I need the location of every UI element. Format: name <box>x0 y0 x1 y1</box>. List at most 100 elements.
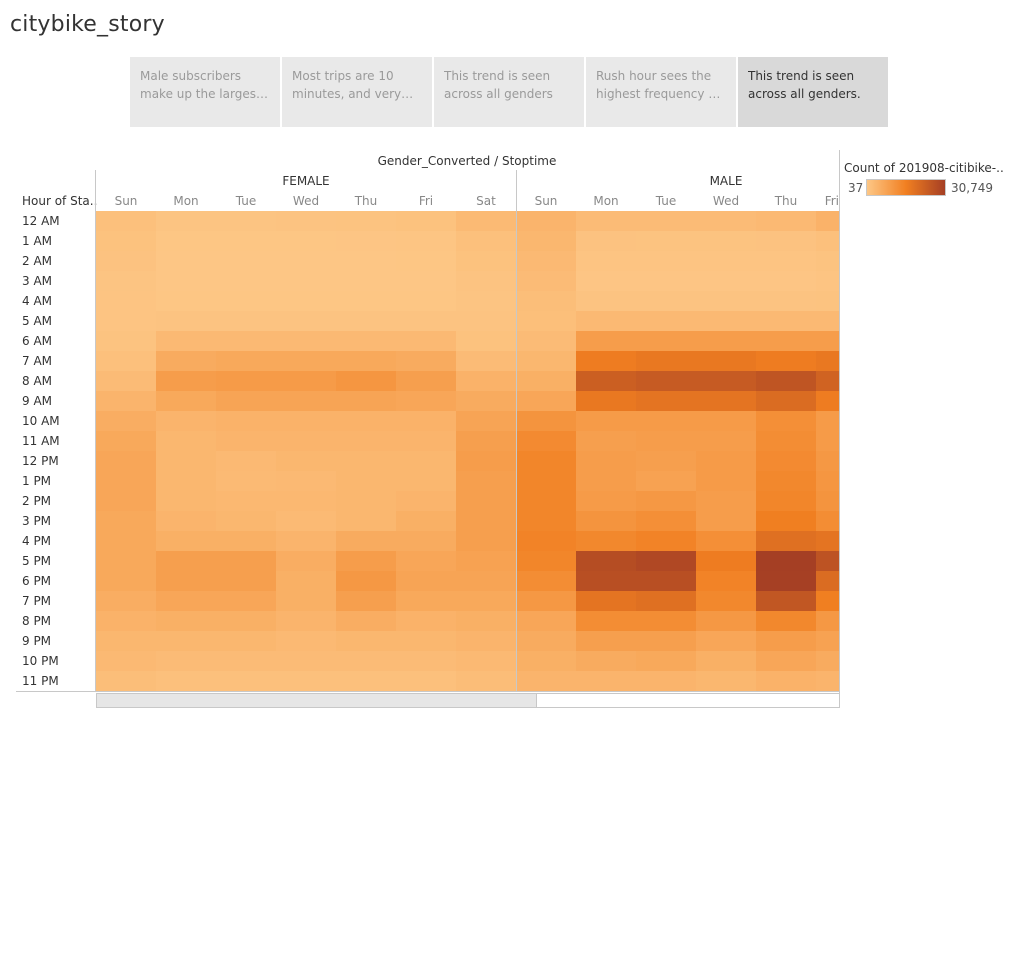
heatmap-cell[interactable] <box>96 351 156 371</box>
heatmap-cell[interactable] <box>696 311 756 331</box>
heatmap-cell[interactable] <box>156 431 216 451</box>
heatmap-cell[interactable] <box>636 431 696 451</box>
heatmap-cell[interactable] <box>816 391 876 411</box>
heatmap-cell[interactable] <box>576 231 636 251</box>
story-point-4[interactable]: Rush hour sees the highest frequency of … <box>586 57 736 127</box>
scrollbar-thumb[interactable] <box>97 694 537 707</box>
heatmap-cell[interactable] <box>756 411 816 431</box>
heatmap-cell[interactable] <box>816 371 876 391</box>
heatmap-cell[interactable] <box>96 311 156 331</box>
heatmap-cell[interactable] <box>396 651 456 671</box>
heatmap-cell[interactable] <box>96 591 156 611</box>
heatmap-cell[interactable] <box>576 311 636 331</box>
heatmap-cell[interactable] <box>456 371 516 391</box>
heatmap-cell[interactable] <box>96 371 156 391</box>
heatmap-cell[interactable] <box>216 471 276 491</box>
heatmap-cell[interactable] <box>336 651 396 671</box>
heatmap-cell[interactable] <box>516 611 576 631</box>
heatmap-cell[interactable] <box>336 471 396 491</box>
heatmap-cell[interactable] <box>576 251 636 271</box>
heatmap-cell[interactable] <box>456 631 516 651</box>
heatmap-cell[interactable] <box>276 391 336 411</box>
heatmap-cell[interactable] <box>216 571 276 591</box>
heatmap-cell[interactable] <box>216 651 276 671</box>
heatmap-cell[interactable] <box>276 451 336 471</box>
heatmap-cell[interactable] <box>516 511 576 531</box>
heatmap-cell[interactable] <box>96 291 156 311</box>
heatmap-cell[interactable] <box>276 251 336 271</box>
heatmap-cell[interactable] <box>816 431 876 451</box>
heatmap-cell[interactable] <box>576 351 636 371</box>
heatmap-cell[interactable] <box>396 551 456 571</box>
heatmap-cell[interactable] <box>816 631 876 651</box>
heatmap-cell[interactable] <box>816 531 876 551</box>
heatmap-cell[interactable] <box>756 351 816 371</box>
heatmap-cell[interactable] <box>756 291 816 311</box>
heatmap-cell[interactable] <box>156 411 216 431</box>
heatmap-cell[interactable] <box>756 371 816 391</box>
heatmap-cell[interactable] <box>336 291 396 311</box>
heatmap-cell[interactable] <box>816 291 876 311</box>
story-point-3[interactable]: This trend is seen across all genders <box>434 57 584 127</box>
heatmap-cell[interactable] <box>696 371 756 391</box>
heatmap-cell[interactable] <box>816 311 876 331</box>
heatmap-cell[interactable] <box>276 411 336 431</box>
heatmap-cell[interactable] <box>636 271 696 291</box>
heatmap-cell[interactable] <box>516 491 576 511</box>
heatmap-cell[interactable] <box>156 271 216 291</box>
heatmap-cell[interactable] <box>96 531 156 551</box>
heatmap-cell[interactable] <box>216 511 276 531</box>
heatmap-cell[interactable] <box>456 351 516 371</box>
heatmap-cell[interactable] <box>816 511 876 531</box>
heatmap-cell[interactable] <box>516 351 576 371</box>
heatmap-cell[interactable] <box>156 471 216 491</box>
heatmap-cell[interactable] <box>156 351 216 371</box>
heatmap-cell[interactable] <box>396 331 456 351</box>
heatmap-cell[interactable] <box>216 251 276 271</box>
heatmap-cell[interactable] <box>516 471 576 491</box>
heatmap-cell[interactable] <box>696 571 756 591</box>
heatmap-cell[interactable] <box>816 671 876 691</box>
heatmap-cell[interactable] <box>216 591 276 611</box>
heatmap-cell[interactable] <box>156 511 216 531</box>
heatmap-cell[interactable] <box>516 371 576 391</box>
heatmap-cell[interactable] <box>96 271 156 291</box>
heatmap-cell[interactable] <box>336 411 396 431</box>
heatmap-cell[interactable] <box>636 351 696 371</box>
heatmap-cell[interactable] <box>636 391 696 411</box>
heatmap-cell[interactable] <box>96 571 156 591</box>
heatmap-cell[interactable] <box>696 331 756 351</box>
heatmap-cell[interactable] <box>756 651 816 671</box>
heatmap-cell[interactable] <box>516 451 576 471</box>
heatmap-cell[interactable] <box>216 411 276 431</box>
heatmap-cell[interactable] <box>276 571 336 591</box>
heatmap-cell[interactable] <box>516 271 576 291</box>
heatmap-cell[interactable] <box>636 491 696 511</box>
heatmap-cell[interactable] <box>276 271 336 291</box>
heatmap-cell[interactable] <box>636 251 696 271</box>
heatmap-cell[interactable] <box>456 671 516 691</box>
heatmap-cell[interactable] <box>636 311 696 331</box>
heatmap-cell[interactable] <box>216 551 276 571</box>
heatmap-cell[interactable] <box>456 331 516 351</box>
heatmap-cell[interactable] <box>636 211 696 231</box>
heatmap-cell[interactable] <box>696 391 756 411</box>
heatmap-cell[interactable] <box>96 391 156 411</box>
heatmap-cell[interactable] <box>756 211 816 231</box>
heatmap-cell[interactable] <box>756 311 816 331</box>
heatmap-cell[interactable] <box>576 631 636 651</box>
heatmap-cell[interactable] <box>456 611 516 631</box>
heatmap-cell[interactable] <box>276 471 336 491</box>
story-point-5[interactable]: This trend is seen across all genders. <box>738 57 888 127</box>
heatmap-cell[interactable] <box>636 551 696 571</box>
heatmap-cell[interactable] <box>216 451 276 471</box>
heatmap-cell[interactable] <box>696 411 756 431</box>
heatmap-cell[interactable] <box>456 531 516 551</box>
heatmap-cell[interactable] <box>636 231 696 251</box>
heatmap-cell[interactable] <box>456 651 516 671</box>
heatmap-cell[interactable] <box>156 651 216 671</box>
heatmap-cell[interactable] <box>456 251 516 271</box>
heatmap-cell[interactable] <box>276 531 336 551</box>
heatmap-cell[interactable] <box>216 271 276 291</box>
heatmap-cell[interactable] <box>336 671 396 691</box>
